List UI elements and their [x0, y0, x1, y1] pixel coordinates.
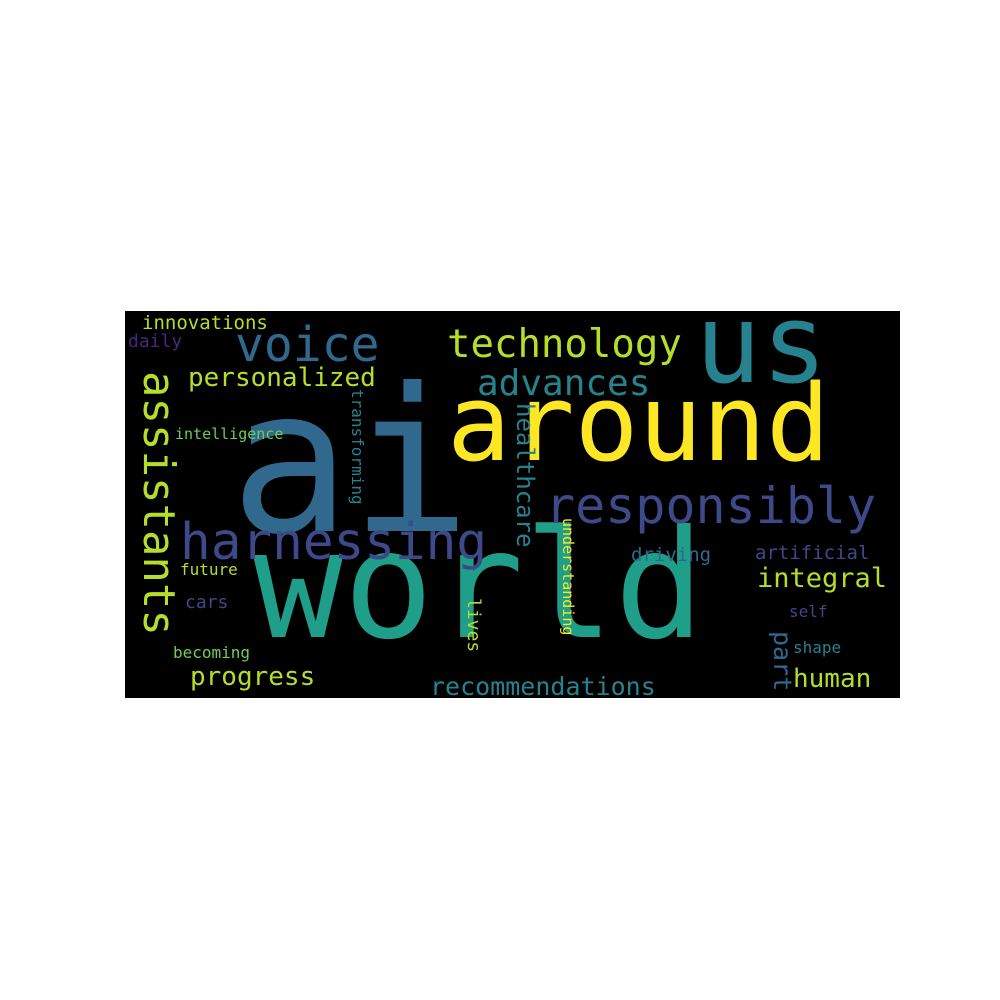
word-recommendations: recommendations: [430, 672, 656, 698]
word-cloud: ai world around us harnessing responsibl…: [125, 311, 900, 698]
word-assistants: assistants: [133, 371, 184, 636]
word-innovations: innovations: [142, 312, 268, 334]
word-healthcare: healthcare: [511, 403, 539, 548]
word-becoming: becoming: [173, 643, 251, 662]
word-around: around: [447, 362, 830, 485]
word-world: world: [253, 499, 705, 673]
word-voice: voice: [235, 317, 380, 373]
word-future: future: [180, 560, 238, 579]
word-human: human: [793, 664, 872, 694]
word-progress: progress: [190, 662, 316, 692]
word-integral: integral: [757, 563, 888, 594]
word-lives: lives: [463, 598, 484, 653]
word-understanding: understanding: [559, 518, 577, 636]
word-harnessing: harnessing: [180, 513, 488, 572]
word-personalized: personalized: [188, 363, 376, 393]
word-us: us: [695, 311, 828, 408]
word-intelligence: intelligence: [175, 425, 284, 443]
word-responsibly: responsibly: [545, 477, 877, 535]
word-ai: ai: [230, 346, 471, 579]
word-shape: shape: [793, 638, 842, 657]
word-cars: cars: [185, 592, 229, 613]
word-part: part: [768, 631, 797, 692]
word-driving: driving: [631, 544, 712, 566]
word-transforming: transforming: [348, 389, 367, 505]
word-daily: daily: [128, 331, 183, 352]
word-artificial: artificial: [755, 542, 870, 564]
word-advances: advances: [477, 363, 651, 404]
word-self: self: [789, 602, 828, 621]
word-technology: technology: [447, 322, 682, 367]
